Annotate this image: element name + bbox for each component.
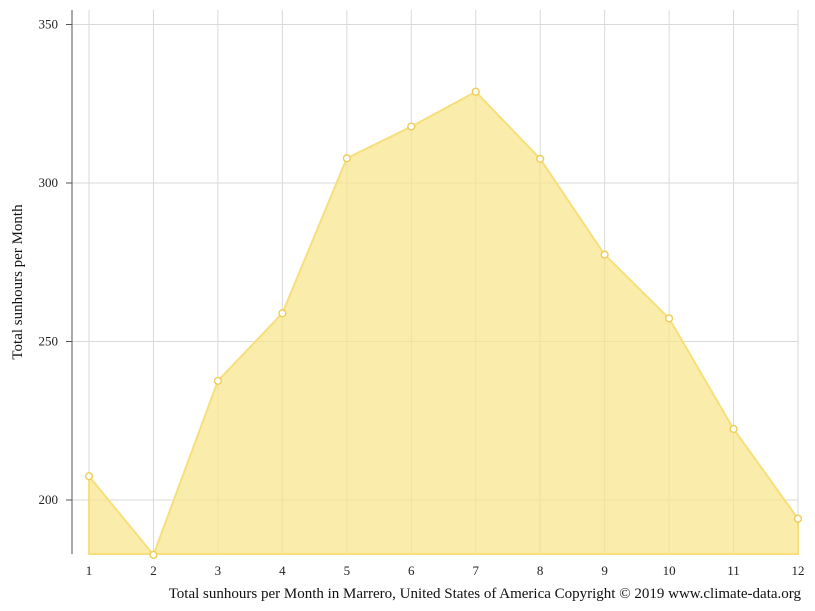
x-tick-label-1: 1 <box>86 563 93 578</box>
data-point-7 <box>471 87 480 96</box>
data-point-11 <box>729 424 738 434</box>
y-tick-label-250: 250 <box>39 334 59 349</box>
x-tick-label-8: 8 <box>537 563 544 578</box>
x-tick-label-2: 2 <box>150 563 157 578</box>
sunhours-area <box>88 90 799 557</box>
y-axis-label: Total sunhours per Month <box>10 204 26 360</box>
data-point-12 <box>793 514 803 523</box>
y-axis-ticks: 200 250 300 350 <box>39 17 72 507</box>
x-tick-label-5: 5 <box>344 563 351 578</box>
data-points <box>84 87 803 559</box>
x-axis-ticks: 1 2 3 4 5 6 7 8 9 10 11 12 <box>86 563 805 578</box>
data-point-6 <box>407 122 416 131</box>
x-tick-label-6: 6 <box>408 563 415 578</box>
x-tick-label-4: 4 <box>279 563 286 578</box>
x-tick-label-11: 11 <box>727 563 740 578</box>
data-point-8 <box>536 154 545 164</box>
data-point-4 <box>278 309 287 318</box>
x-tick-label-7: 7 <box>472 563 479 578</box>
y-tick-label-300: 300 <box>39 175 59 190</box>
x-tick-label-10: 10 <box>663 563 676 578</box>
data-point-3 <box>213 376 223 385</box>
data-point-10 <box>664 314 674 323</box>
x-tick-label-3: 3 <box>215 563 222 578</box>
data-point-2 <box>149 550 158 559</box>
data-point-5 <box>342 154 351 163</box>
data-point-9 <box>600 250 609 259</box>
y-tick-label-200: 200 <box>39 492 59 507</box>
data-point-1 <box>84 472 94 481</box>
x-tick-label-12: 12 <box>792 563 805 578</box>
x-tick-label-9: 9 <box>601 563 608 578</box>
chart-caption: Total sunhours per Month in Marrero, Uni… <box>169 586 802 602</box>
y-tick-label-350: 350 <box>39 17 59 32</box>
